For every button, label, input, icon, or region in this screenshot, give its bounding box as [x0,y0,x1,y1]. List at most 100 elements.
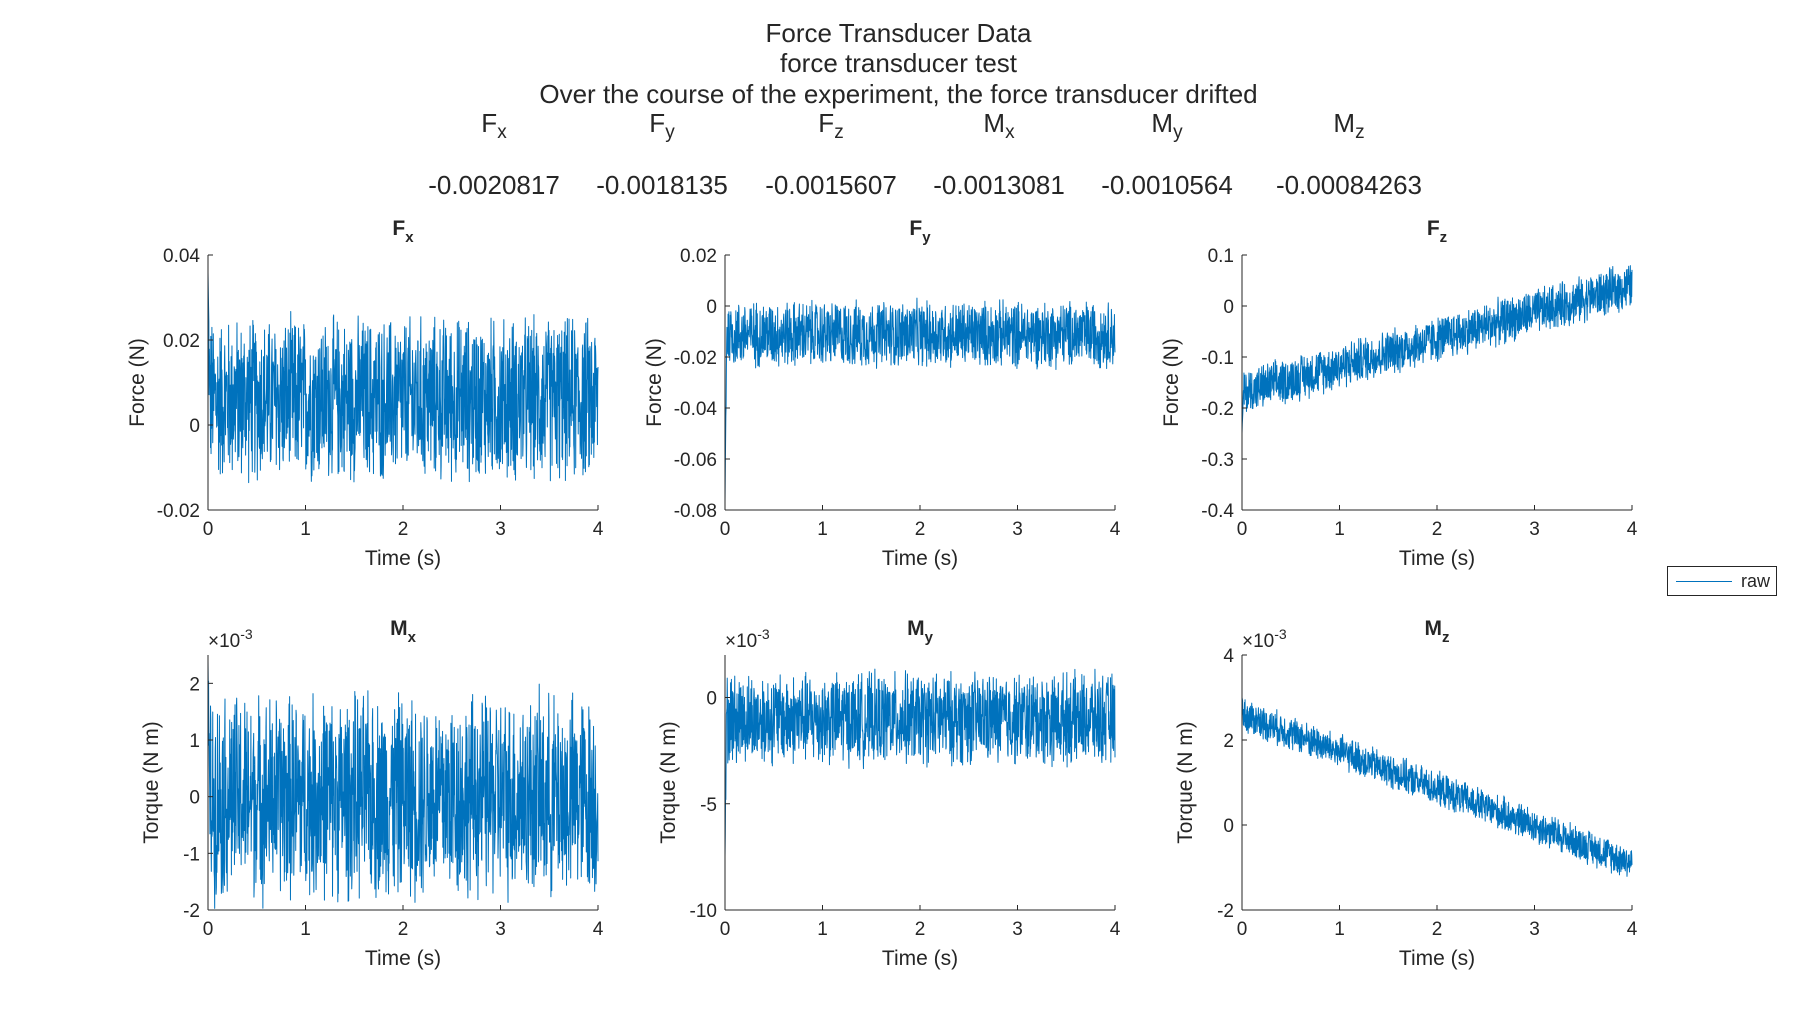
series-raw-fy [724,297,1116,503]
y-axis-label-my: Torque (N m) [657,721,680,844]
x-tick-label-my: 2 [915,919,926,940]
x-tick-label-fy: 2 [915,519,926,540]
x-tick-label-fz: 0 [1237,519,1248,540]
x-tick-label-mx: 2 [398,919,409,940]
series-raw-fz [1241,265,1633,434]
stat-value-fx: -0.0020817 [428,170,560,200]
legend-line-sample [1676,581,1732,582]
x-tick-label-mz: 2 [1432,919,1443,940]
x-tick-label-fx: 1 [300,519,311,540]
x-axis-label-fx: Time (s) [365,547,441,570]
y-tick-label-my: 0 [706,689,717,710]
stat-value-mz: -0.00084263 [1275,170,1423,200]
x-tick-label-mx: 4 [593,919,604,940]
x-tick-label-fy: 3 [1012,519,1023,540]
subplot-my: 0 1 2 3 4 -10 -5 0 ×10-3 My Time (s) Torque (N m) [657,617,1121,970]
y-tick-label-fy: -0.06 [674,450,717,471]
y-tick-label-mx: -1 [183,844,200,865]
stat-value-my: -0.0010564 [1101,170,1233,200]
x-tick-label-my: 4 [1110,919,1121,940]
x-axis-label-fz: Time (s) [1399,547,1475,570]
x-tick-label-fz: 3 [1529,519,1540,540]
x-tick-label-fz: 2 [1432,519,1443,540]
x-axis-label-my: Time (s) [882,947,958,970]
stat-value-mx: -0.0013081 [933,170,1065,200]
x-tick-label-mx: 0 [203,919,214,940]
y-tick-label-fy: -0.04 [674,399,718,420]
y-tick-label-mz: 2 [1223,731,1234,752]
stat-label-mz: Mz [1333,108,1365,143]
subplot-title-fz: Fz [1427,217,1447,246]
y-tick-label-mx: 1 [189,731,200,752]
subplot-title-fx: Fx [392,217,414,246]
legend: raw [1667,566,1777,596]
x-tick-label-my: 0 [720,919,731,940]
y-tick-label-fx: 0.04 [163,246,200,267]
y-axis-label-fx: Force (N) [126,338,149,427]
x-tick-label-fx: 2 [398,519,409,540]
x-axis-label-mz: Time (s) [1399,947,1475,970]
y-exponent-my: ×10-3 [725,626,770,652]
x-tick-label-fx: 3 [495,519,506,540]
subplot-fz: 0 1 2 3 4 -0.4 -0.3 -0.2 -0.1 0 0.1 Fz Time (s) Force… [1160,217,1638,570]
y-tick-label-fz: 0 [1223,297,1234,318]
y-tick-label-my: -5 [700,795,717,816]
y-axis-label-mx: Torque (N m) [140,721,163,844]
x-tick-label-mx: 1 [300,919,311,940]
series-raw-mz [1241,697,1633,877]
x-axis-label-fy: Time (s) [882,547,958,570]
y-tick-label-my: -10 [690,901,717,922]
y-tick-label-mx: 0 [189,788,200,809]
subplot-title-mz: Mz [1425,617,1450,646]
y-tick-label-fz: -0.4 [1201,501,1234,522]
y-axis-label-fz: Force (N) [1160,338,1183,427]
subplot-title-my: My [907,617,934,646]
figure-title-line-3: Over the course of the experiment, the f… [539,79,1258,109]
y-tick-label-mx: -2 [183,901,200,922]
stat-label-mx: Mx [983,108,1015,143]
series-raw-fx [207,271,599,484]
y-tick-label-fx: -0.02 [157,501,200,522]
stat-value-fz: -0.0015607 [765,170,897,200]
y-tick-label-fy: -0.08 [674,501,717,522]
subplot-title-mx: Mx [390,617,417,646]
y-axis-label-fy: Force (N) [643,338,666,427]
x-tick-label-mz: 4 [1627,919,1638,940]
stat-label-fx: Fx [481,108,507,143]
stat-label-fy: Fy [649,108,675,143]
y-tick-label-fx: 0.02 [163,331,200,352]
x-tick-label-fy: 4 [1110,519,1121,540]
y-tick-label-fy: 0 [706,297,717,318]
y-tick-label-mz: 0 [1223,816,1234,837]
subplot-mx: 0 1 2 3 4 -2 -1 0 1 2 ×10-3 Mx Time (s) Torque (N m) [140,617,604,970]
x-tick-label-mx: 3 [495,919,506,940]
x-tick-label-fz: 4 [1627,519,1638,540]
x-tick-label-fx: 0 [203,519,214,540]
x-tick-label-my: 1 [817,919,828,940]
y-tick-label-fy: -0.02 [674,348,717,369]
stat-label-my: My [1151,108,1183,143]
y-exponent-mz: ×10-3 [1242,626,1287,652]
series-raw-mx [207,660,599,909]
subplot-fy: 0 1 2 3 4 -0.08 -0.06 -0.04 -0.02 0 0.02 Fy Time (s)… [643,217,1121,570]
figure-title-line-1: Force Transducer Data [765,18,1032,48]
figure-title-line-2: force transducer test [780,48,1017,78]
y-tick-label-fx: 0 [189,416,200,437]
y-tick-label-fz: -0.3 [1201,450,1234,471]
y-tick-label-mz: 4 [1223,646,1234,667]
y-tick-label-mz: -2 [1217,901,1234,922]
y-axis-label-mz: Torque (N m) [1174,721,1197,844]
y-tick-label-fz: -0.1 [1201,348,1234,369]
x-tick-label-mz: 1 [1334,919,1345,940]
y-tick-label-fy: 0.02 [680,246,717,267]
x-tick-label-fy: 1 [817,519,828,540]
y-tick-label-mx: 2 [189,674,200,695]
x-tick-label-my: 3 [1012,919,1023,940]
y-tick-label-fz: 0.1 [1208,246,1234,267]
y-tick-label-fz: -0.2 [1201,399,1234,420]
x-tick-label-fz: 1 [1334,519,1345,540]
subplot-title-fy: Fy [909,217,931,246]
